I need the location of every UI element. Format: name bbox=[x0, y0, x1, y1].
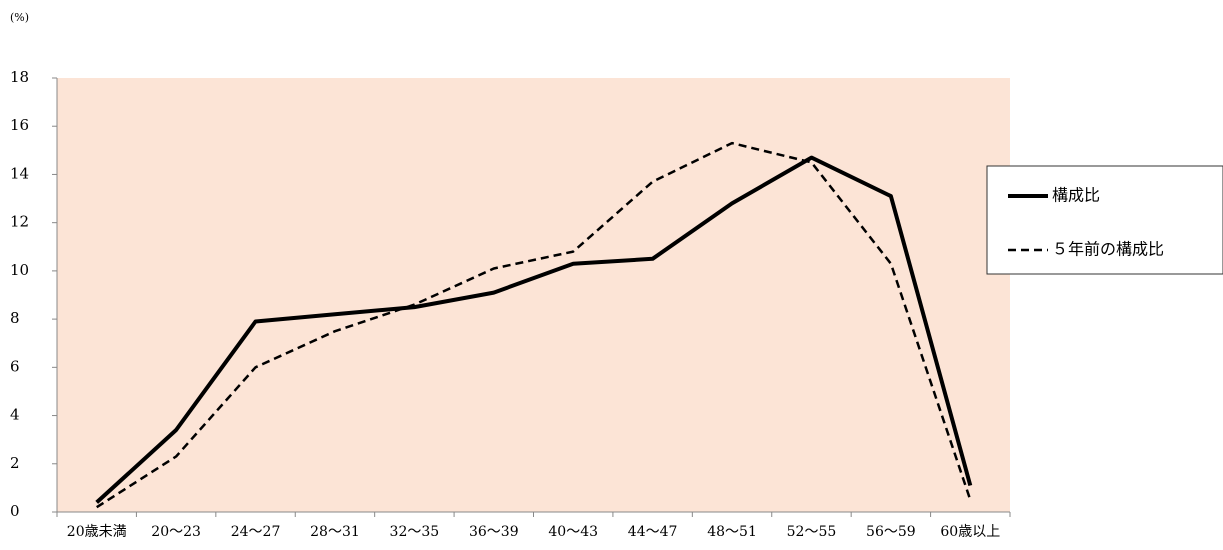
y-tick-label: 18 bbox=[10, 68, 29, 86]
x-tick-label: 32〜35 bbox=[390, 524, 440, 540]
x-tick-label: 56〜59 bbox=[866, 524, 916, 540]
x-tick-label: 48〜51 bbox=[707, 524, 757, 540]
series-line bbox=[96, 141, 972, 509]
y-tick-label: 4 bbox=[10, 406, 20, 424]
x-tick-label: 40〜43 bbox=[548, 524, 598, 540]
y-tick-label: 8 bbox=[10, 309, 20, 327]
y-unit-label: (%) bbox=[10, 11, 29, 24]
x-tick-label: 20〜23 bbox=[151, 524, 201, 540]
series-line bbox=[95, 155, 973, 504]
legend-label: 構成比 bbox=[1052, 186, 1100, 205]
x-tick-label: 36〜39 bbox=[469, 524, 519, 540]
x-tick-label: 44〜47 bbox=[628, 524, 678, 540]
y-tick-label: 6 bbox=[10, 357, 20, 375]
y-tick-label: 2 bbox=[10, 454, 20, 472]
legend-box bbox=[986, 165, 1223, 275]
plot-area bbox=[57, 78, 1010, 512]
y-tick-label: 0 bbox=[10, 502, 20, 520]
x-tick-label: 60歳以上 bbox=[940, 524, 1000, 540]
x-tick-label: 24〜27 bbox=[231, 524, 281, 540]
x-tick-label: 52〜55 bbox=[787, 524, 837, 540]
y-tick-label: 10 bbox=[10, 261, 29, 279]
legend-label: ５年前の構成比 bbox=[1052, 240, 1164, 259]
x-tick-label: 28〜31 bbox=[310, 524, 360, 540]
legend: 構成比 ５年前の構成比 bbox=[986, 165, 1223, 275]
y-tick-label: 16 bbox=[10, 116, 29, 134]
y-tick-label: 14 bbox=[10, 164, 29, 182]
y-tick-label: 12 bbox=[10, 213, 29, 231]
x-tick-label: 20歳未満 bbox=[67, 524, 127, 540]
